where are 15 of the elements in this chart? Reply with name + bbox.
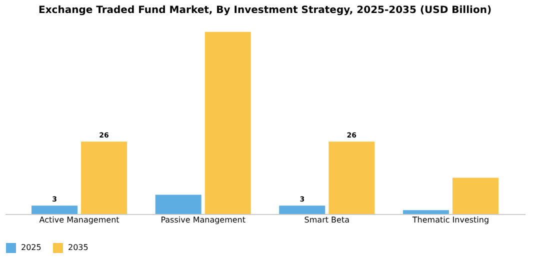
bar	[32, 206, 78, 214]
x-tick-label: Active Management	[39, 216, 120, 224]
legend-label: 2025	[21, 243, 42, 252]
bar	[81, 142, 128, 214]
bar	[328, 142, 375, 214]
bar	[204, 32, 251, 214]
x-tick-label: Passive Management	[160, 216, 246, 224]
bar	[279, 206, 326, 214]
chart-title: Exchange Traded Fund Market, By Investment Strategy, 2025-2035 (USD Billion)	[38, 5, 492, 16]
bar	[155, 194, 202, 214]
x-tick-label: Smart Beta	[304, 216, 350, 224]
x-tick-label: Thematic Investing	[411, 216, 490, 224]
legend-label: 2035	[68, 243, 88, 252]
bar	[402, 210, 449, 214]
bar	[452, 178, 498, 214]
